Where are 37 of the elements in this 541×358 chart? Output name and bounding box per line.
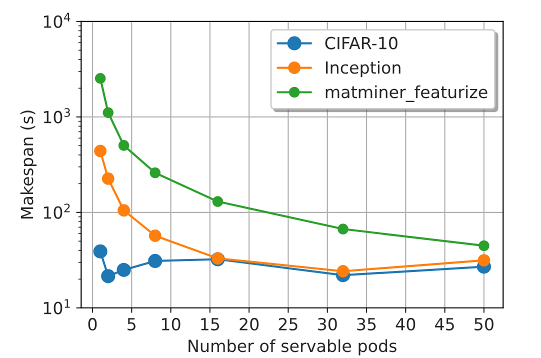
x-tick-label: 35	[357, 318, 376, 331]
x-tick-label: 40	[396, 318, 416, 331]
legend-label: Inception	[326, 60, 400, 78]
y-tick-label: 10$^{4}$	[44, 12, 70, 28]
x-tick-label: 30	[318, 318, 337, 331]
x-tick-label: 5	[128, 318, 136, 331]
legend-label: matminer_featurize	[326, 85, 488, 102]
point	[150, 167, 161, 178]
point	[118, 140, 130, 151]
point	[478, 254, 490, 267]
point	[93, 244, 108, 258]
point	[94, 144, 107, 158]
y-tick-label: 10$^{1}$	[44, 299, 70, 314]
x-tick-label: 15	[201, 318, 220, 331]
point	[212, 196, 224, 207]
y-tick-label: 10$^{3}$	[44, 108, 70, 124]
x-tick-label: 25	[278, 318, 298, 331]
point	[102, 172, 114, 185]
x-axis-title: Number of servable pods	[188, 339, 396, 356]
legend-label: CIFAR-10	[325, 36, 398, 50]
point	[102, 107, 114, 118]
y-axis-title: Makespan (s)	[20, 110, 37, 219]
x-tick-label: 0	[88, 318, 97, 331]
x-tick-label: 20	[240, 318, 259, 331]
point	[94, 73, 106, 84]
point	[116, 262, 131, 277]
point	[338, 224, 348, 234]
point	[148, 230, 162, 242]
point	[101, 269, 116, 284]
x-tick-label: 10	[162, 318, 180, 331]
x-tick-label: 45	[435, 318, 454, 331]
y-tick-label: 10$^{2}$	[44, 204, 70, 219]
point	[336, 265, 350, 278]
point	[478, 240, 490, 252]
point	[118, 204, 130, 217]
x-tick-label: 50	[474, 318, 494, 331]
point	[148, 254, 162, 268]
